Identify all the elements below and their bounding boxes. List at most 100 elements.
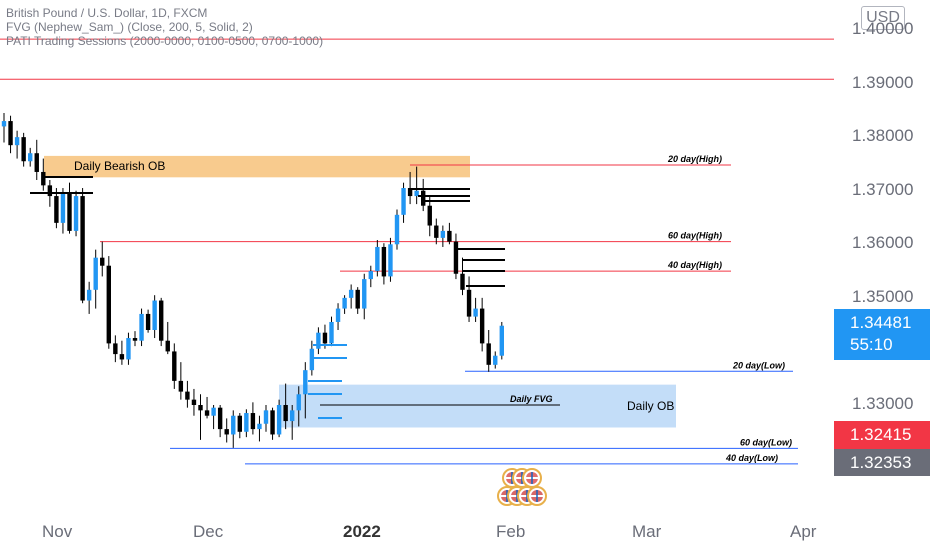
current-price-value: 1.34481: [850, 313, 912, 332]
candle[interactable]: [414, 166, 419, 205]
bar-countdown: 55:10: [850, 335, 893, 354]
candle[interactable]: [172, 343, 177, 389]
candle[interactable]: [263, 405, 269, 432]
bearish-ob-label: Daily Bearish OB: [74, 159, 165, 173]
bearish-ob-zone[interactable]: [44, 155, 470, 178]
candle[interactable]: [132, 331, 138, 347]
currency-button[interactable]: USD: [861, 6, 905, 30]
session-flag-icon: [527, 486, 547, 506]
candle[interactable]: [250, 402, 256, 435]
candle[interactable]: [486, 330, 491, 372]
candle[interactable]: [335, 303, 341, 330]
candle[interactable]: [309, 340, 315, 376]
time-tick-label: Feb: [496, 522, 526, 541]
candle[interactable]: [434, 218, 439, 245]
candle[interactable]: [93, 249, 98, 309]
candle[interactable]: [204, 396, 210, 419]
candle[interactable]: [440, 225, 446, 247]
candle[interactable]: [499, 321, 504, 360]
candle[interactable]: [237, 413, 242, 439]
price-tick-label: 1.40000: [852, 19, 914, 38]
candle[interactable]: [447, 222, 452, 245]
level-label-4: 40 day(High): [667, 260, 722, 270]
candle[interactable]: [54, 188, 59, 229]
candle[interactable]: [290, 405, 295, 440]
candle[interactable]: [60, 188, 66, 234]
candle[interactable]: [394, 209, 400, 250]
candle[interactable]: [145, 309, 151, 333]
candle[interactable]: [178, 362, 184, 400]
daily-ob-zone[interactable]: [279, 384, 676, 428]
chart-legend: British Pound / U.S. Dollar, 1D, FXCM FV…: [6, 6, 323, 48]
candle[interactable]: [198, 394, 203, 440]
candle[interactable]: [224, 418, 229, 443]
candle[interactable]: [80, 188, 85, 304]
candle[interactable]: [191, 388, 197, 416]
candle[interactable]: [21, 132, 26, 167]
candle[interactable]: [381, 243, 387, 285]
legend-sessions-indicator[interactable]: PATI Trading Sessions (2000-0000, 0100-0…: [6, 34, 324, 48]
candle[interactable]: [139, 308, 144, 347]
candle[interactable]: [453, 233, 459, 280]
candle[interactable]: [479, 297, 485, 352]
candle[interactable]: [165, 321, 170, 355]
candle[interactable]: [276, 399, 282, 438]
legend-fvg-indicator[interactable]: FVG (Nephew_Sam_) (Close, 200, 5, Solid,…: [6, 20, 253, 34]
candle[interactable]: [244, 409, 249, 438]
candle[interactable]: [159, 297, 164, 347]
candle[interactable]: [368, 265, 373, 288]
candle[interactable]: [460, 257, 465, 296]
candle[interactable]: [348, 284, 354, 309]
candle[interactable]: [362, 273, 367, 320]
time-tick-label: Apr: [790, 522, 817, 541]
price-tick-label: 1.35000: [852, 286, 914, 306]
zones-layer: Daily Bearish OB Daily OB: [44, 155, 676, 428]
candle[interactable]: [41, 158, 46, 191]
gray-price-tag: 1.32353: [834, 449, 930, 476]
candle[interactable]: [8, 115, 13, 154]
candle[interactable]: [296, 386, 301, 427]
candle[interactable]: [152, 295, 157, 339]
candle[interactable]: [466, 276, 472, 322]
candle[interactable]: [355, 287, 360, 314]
candle[interactable]: [257, 415, 262, 442]
candle[interactable]: [86, 281, 92, 314]
candle[interactable]: [231, 410, 236, 448]
candle[interactable]: [303, 362, 308, 419]
candle[interactable]: [473, 297, 478, 322]
candle[interactable]: [73, 190, 79, 237]
candle[interactable]: [401, 182, 406, 223]
level-label-2: 20 day(High): [667, 154, 722, 164]
candle[interactable]: [126, 332, 131, 365]
candle[interactable]: [493, 351, 498, 369]
candle[interactable]: [211, 405, 216, 430]
candle[interactable]: [1, 113, 7, 143]
level-label-5: 20 day(Low): [732, 360, 785, 370]
candle[interactable]: [316, 327, 321, 355]
current-price-tag: 1.34481 55:10: [834, 309, 930, 360]
candle[interactable]: [329, 316, 334, 347]
candle[interactable]: [342, 295, 347, 314]
candle[interactable]: [14, 130, 20, 159]
candle[interactable]: [185, 380, 190, 408]
candle[interactable]: [270, 407, 275, 440]
session-flags: [497, 468, 547, 506]
price-tick-label: 1.38000: [852, 126, 914, 146]
candle[interactable]: [283, 383, 288, 430]
legend-symbol[interactable]: British Pound / U.S. Dollar, 1D, FXCM: [6, 6, 208, 20]
candle[interactable]: [113, 335, 118, 363]
candle[interactable]: [388, 237, 393, 282]
levels-layer: 20 day(High) 60 day(High) 40 day(High) 20 d…: [0, 38, 834, 465]
level-label-8: Daily FVG: [510, 394, 553, 404]
candle[interactable]: [100, 241, 105, 277]
candle[interactable]: [375, 240, 380, 277]
candle[interactable]: [34, 139, 39, 180]
candle[interactable]: [106, 256, 111, 349]
candle[interactable]: [217, 405, 223, 438]
candle[interactable]: [119, 340, 125, 365]
candle[interactable]: [28, 147, 33, 167]
candle[interactable]: [67, 182, 72, 234]
candle[interactable]: [427, 196, 432, 237]
level-label-3: 60 day(High): [668, 231, 722, 241]
